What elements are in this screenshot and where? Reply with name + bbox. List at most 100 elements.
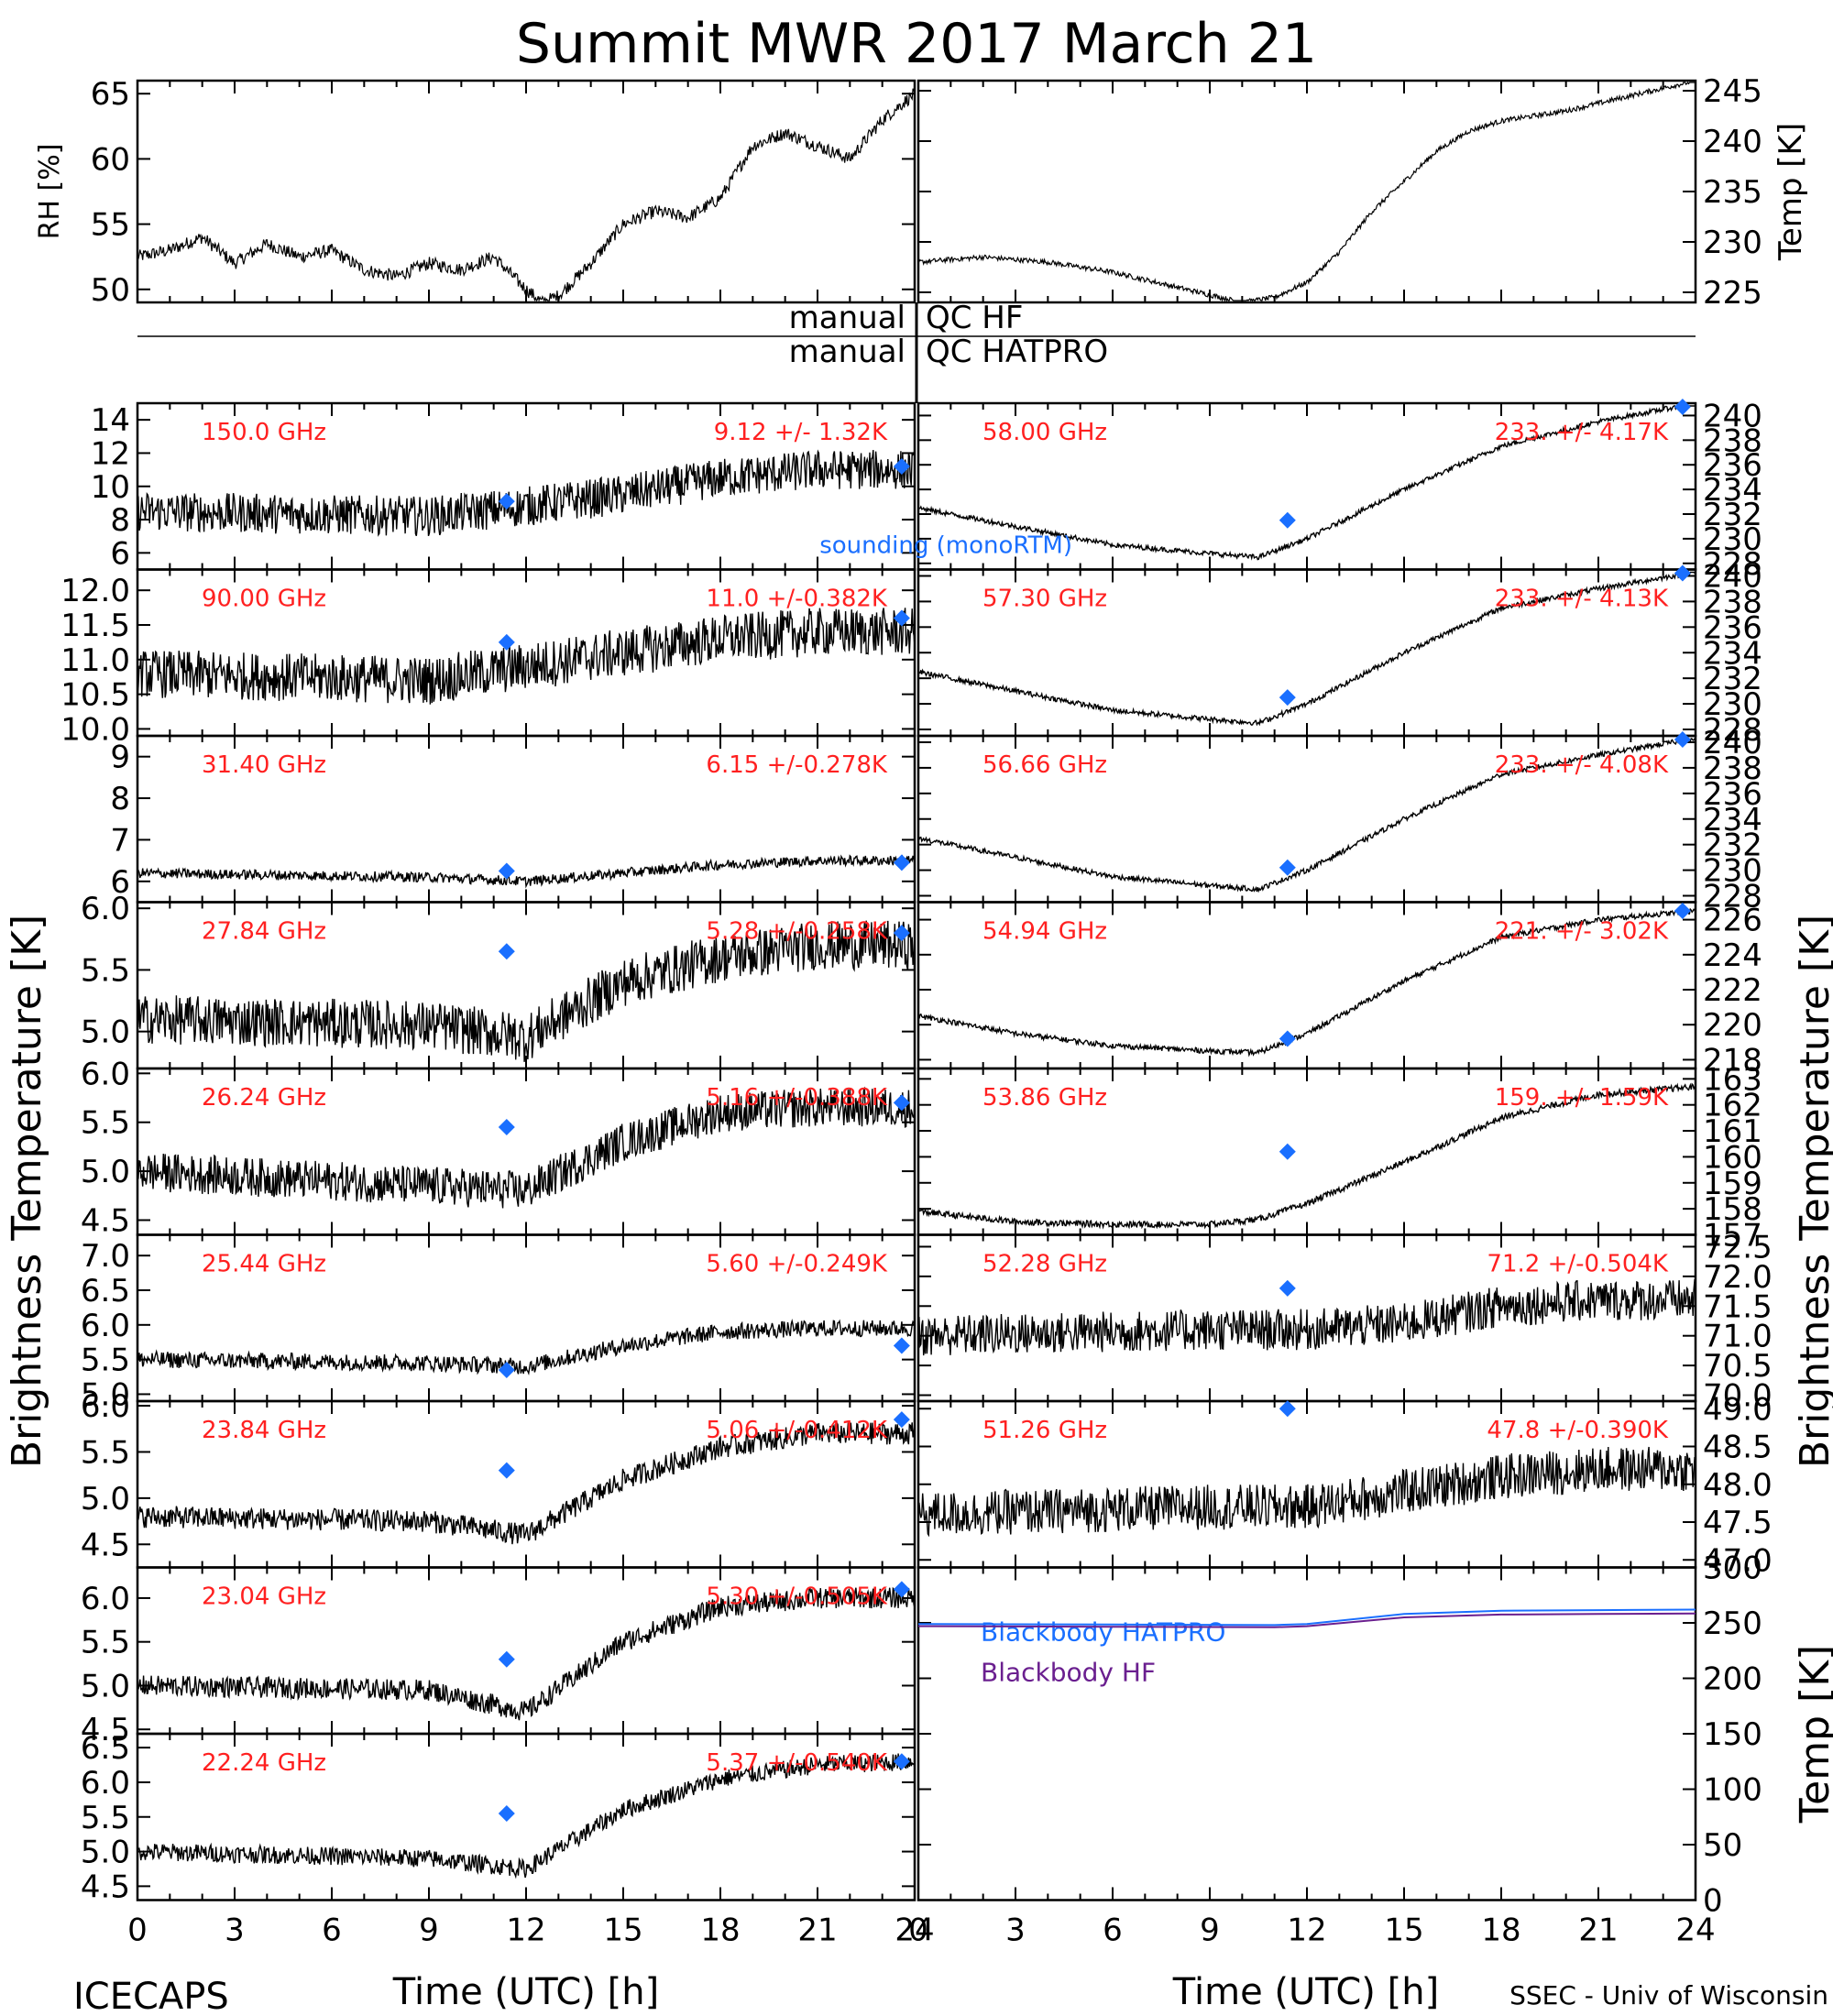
left-panel-8-x-tick-label: 12 [506, 1912, 545, 1949]
left-panel-5-freq-label: 25.44 GHz [202, 1251, 326, 1278]
left-panel-0-sounding-point [498, 493, 515, 510]
blackbody-y-tick-label: 150 [1703, 1716, 1762, 1753]
left-panel-8-sounding-point [498, 1804, 515, 1822]
right-panel-2-sounding-point [1674, 731, 1691, 748]
rh-y-tick-label: 50 [91, 272, 130, 309]
right-panel-3-series-line [917, 906, 1696, 1057]
right-panel-2-y-tick-label: 232 [1703, 827, 1762, 864]
left-panel-6-sounding-point [893, 1411, 910, 1429]
left-panel-1-y-tick-label: 12.0 [60, 573, 130, 609]
left-panel-4-y-tick-label: 4.5 [81, 1202, 130, 1239]
right-panel-5-y-tick-label: 72.5 [1703, 1229, 1773, 1265]
left-panel-6-series-line [137, 1421, 916, 1545]
left-panel-1-y-tick-label: 10.5 [60, 677, 130, 714]
right-panel-6-sounding-point [1279, 1400, 1296, 1418]
left-panel-0-stat-label: 9.12 +/- 1.32K [714, 419, 888, 446]
left-panel-5-sounding-point [498, 1361, 515, 1378]
left-panel-8-freq-label: 22.24 GHz [202, 1749, 326, 1777]
right-panel-4-freq-label: 53.86 GHz [982, 1084, 1107, 1112]
blackbody-x-tick-label: 0 [908, 1912, 928, 1949]
qc-label-left: manual [789, 334, 906, 370]
left-panel-7-stat-label: 5.30 +/-0.505K [706, 1583, 888, 1611]
right-panel-5-y-tick-label: 71.0 [1703, 1319, 1773, 1355]
right-panel-4-y-tick-label: 160 [1703, 1139, 1762, 1176]
temp-series-line [917, 81, 1696, 302]
right-panel-0-y-tick-label: 236 [1703, 447, 1762, 484]
blackbody-x-tick-label: 3 [1005, 1912, 1026, 1949]
left-panel-6-freq-label: 23.84 GHz [202, 1417, 326, 1444]
temp-frame [916, 79, 1697, 304]
rh-series-line [137, 87, 916, 302]
left-panel-3-stat-label: 5.28 +/-0.258K [706, 918, 888, 946]
right-channel-panel: 47.047.548.048.549.0 51.26 GHz 47.8 +/-0.3… [916, 1391, 1773, 1579]
blackbody-y-axis-label: Temp [K] [1792, 1645, 1833, 1824]
right-panel-1-y-tick-label: 238 [1703, 584, 1762, 620]
left-panel-8-x-tick-label: 6 [322, 1912, 342, 1949]
left-panel-8-y-tick-label: 5.5 [81, 1800, 130, 1836]
left-panel-4-sounding-point [498, 1119, 515, 1136]
left-panel-5-sounding-point [893, 1337, 910, 1354]
left-panel-2-sounding-point [498, 862, 515, 880]
right-panel-6-stat-label: 47.8 +/-0.390K [1487, 1417, 1669, 1444]
blackbody-legend-label: Blackbody HF [981, 1658, 1156, 1688]
left-panel-8-x-tick-label: 0 [127, 1912, 148, 1949]
left-panel-2-series-line [137, 854, 916, 889]
left-channel-panel: 4.5 5.0 5.5 6.0 26.24 GHz 5.16 +/-0.388K [81, 1056, 916, 1239]
left-panel-7-y-tick-label: 5.5 [81, 1625, 130, 1661]
left-panel-8-x-tick-label: 21 [797, 1912, 837, 1949]
left-panel-8-stat-label: 5.37 +/-0.540K [706, 1749, 888, 1777]
right-panel-2-stat-label: 233. +/- 4.08K [1495, 751, 1669, 779]
left-channel-panel: 5.0 5.5 6.0 27.84 GHz 5.28 +/-0.258K [81, 891, 916, 1070]
left-panel-4-y-tick-label: 5.5 [81, 1105, 130, 1142]
right-panel-4-sounding-point [1279, 1143, 1296, 1160]
left-panel-0-sounding-point [893, 457, 910, 475]
left-panel-7-sounding-point [498, 1650, 515, 1668]
left-panel-3-sounding-point [498, 943, 515, 960]
right-panel-1-stat-label: 233. +/- 4.13K [1495, 586, 1669, 613]
left-panel-8-x-tick-label: 9 [419, 1912, 439, 1949]
rh-y-tick-label: 55 [91, 207, 130, 244]
right-panel-5-freq-label: 52.28 GHz [982, 1251, 1107, 1278]
blackbody-x-tick-label: 6 [1103, 1912, 1123, 1949]
met-panels: 50 55 60 65 RH [%] 225 230 235 240 245 Temp [K] [34, 73, 1809, 312]
left-panel-8-y-tick-label: 4.5 [81, 1868, 130, 1905]
qc-strip: manual QC HF manual QC HATPRO [137, 300, 1696, 403]
right-panel-0-y-tick-label: 238 [1703, 422, 1762, 459]
left-panel-5-stat-label: 5.60 +/-0.249K [706, 1251, 888, 1278]
blackbody-x-tick-label: 21 [1578, 1912, 1618, 1949]
temp-y-tick-label: 230 [1703, 225, 1762, 261]
blackbody-y-tick-label: 250 [1703, 1605, 1762, 1642]
left-panel-2-sounding-point [893, 854, 910, 871]
left-panel-8-y-tick-label: 6.5 [81, 1730, 130, 1767]
temp-y-tick-label: 235 [1703, 174, 1762, 211]
left-panel-5-series-line [137, 1319, 916, 1375]
left-panel-6-y-tick-label: 5.5 [81, 1434, 130, 1471]
right-panel-4-y-tick-label: 161 [1703, 1113, 1762, 1150]
left-panel-2-y-tick-label: 7 [110, 822, 130, 859]
blackbody-y-tick-label: 200 [1703, 1661, 1762, 1698]
right-panel-5-y-tick-label: 71.5 [1703, 1288, 1773, 1325]
right-panel-2-y-tick-label: 240 [1703, 725, 1762, 761]
blackbody-y-tick-label: 0 [1703, 1883, 1723, 1920]
temp-y-axis-label: Temp [K] [1773, 123, 1809, 261]
temp-y-tick-label: 245 [1703, 73, 1762, 110]
right-panel-0-series-line [917, 404, 1696, 561]
blackbody-y-tick-label: 50 [1703, 1827, 1742, 1864]
right-panel-2-y-tick-label: 230 [1703, 853, 1762, 890]
left-panel-7-y-tick-label: 6.0 [81, 1581, 130, 1617]
left-panel-7-freq-label: 23.04 GHz [202, 1583, 326, 1611]
right-panel-4-y-tick-label: 163 [1703, 1061, 1762, 1098]
right-panel-3-y-tick-label: 220 [1703, 1007, 1762, 1044]
left-panel-5-y-tick-label: 5.0 [81, 1376, 130, 1413]
rh-frame [136, 79, 916, 304]
left-panel-4-stat-label: 5.16 +/-0.388K [706, 1084, 888, 1112]
left-panel-3-series-line [137, 920, 916, 1062]
right-panel-0-sounding-point [1279, 511, 1296, 529]
right-panel-6-freq-label: 51.26 GHz [982, 1417, 1107, 1444]
left-panel-5-y-tick-label: 6.5 [81, 1273, 130, 1309]
left-panel-3-sounding-point [893, 925, 910, 942]
